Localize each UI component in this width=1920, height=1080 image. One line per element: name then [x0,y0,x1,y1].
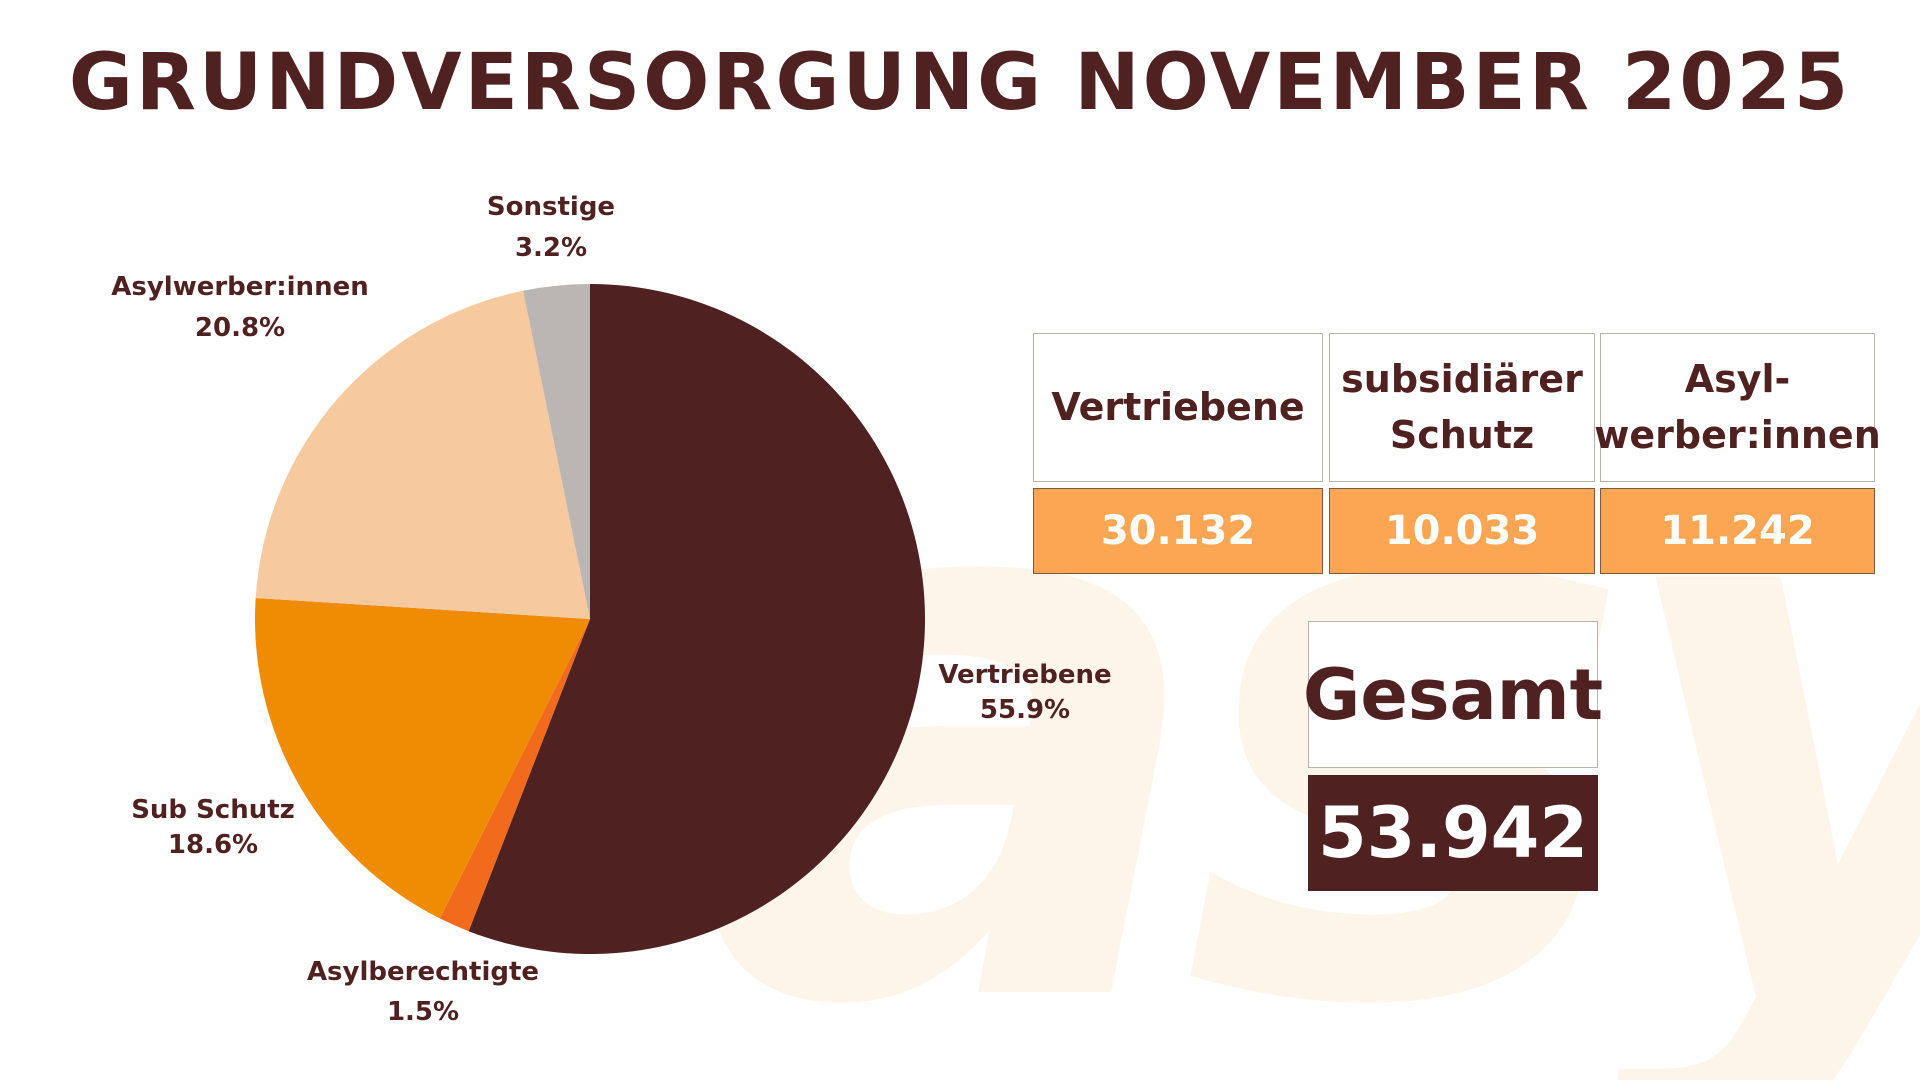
pie-label-name: Asylberechtigte [307,957,539,987]
table-header-asylwerberinnen: Asyl- werber:innen [1594,333,1881,482]
table-value-subsidiaerer-schutz: 10.033 [1329,488,1595,574]
table-header-line1: subsidiärer [1341,357,1583,402]
table-header-line2: werber:innen [1594,412,1881,457]
table-value-asylwerberinnen: 11.242 [1600,488,1875,574]
table-header-line2: Schutz [1389,412,1535,457]
pie-label-percent: 55.9% [980,695,1070,725]
pie-slice-sonstige [523,284,590,619]
table-value-vertriebene: 30.132 [1033,488,1323,574]
pie-label-name: Asylwerber:innen [111,272,368,302]
pie-label-name: Sonstige [487,192,615,222]
page-title: GRUNDVERSORGUNG NOVEMBER 2025 [68,38,1852,128]
pie-slice-vertriebene [468,284,925,955]
pie-slice-asylwerber-innen [255,290,590,619]
pie-label-percent: 18.6% [168,830,258,860]
total-value: 53.942 [1308,775,1598,891]
pie-slice-asylberechtigte [439,619,590,932]
pie-label-name: Vertriebene [938,660,1111,690]
pie-label-percent: 20.8% [195,313,285,343]
pie-labels: Vertriebene 55.9% Asylberechtigte 1.5% Sub S… [111,192,1111,1027]
pie-slices [254,284,925,955]
table-header-subsidiaerer-schutz: subsidiärer Schutz [1329,333,1595,482]
table-header-line1: Vertriebene [1051,384,1305,429]
total-label: Gesamt [1303,621,1603,768]
pie-label-percent: 3.2% [515,233,587,263]
pie-label-percent: 1.5% [387,997,459,1027]
pie-label-name: Sub Schutz [131,795,295,825]
table-header-line1: Asyl- [1684,357,1791,402]
pie-slice-sub-schutz [254,597,590,919]
table-header-vertriebene: Vertriebene [1033,333,1323,482]
